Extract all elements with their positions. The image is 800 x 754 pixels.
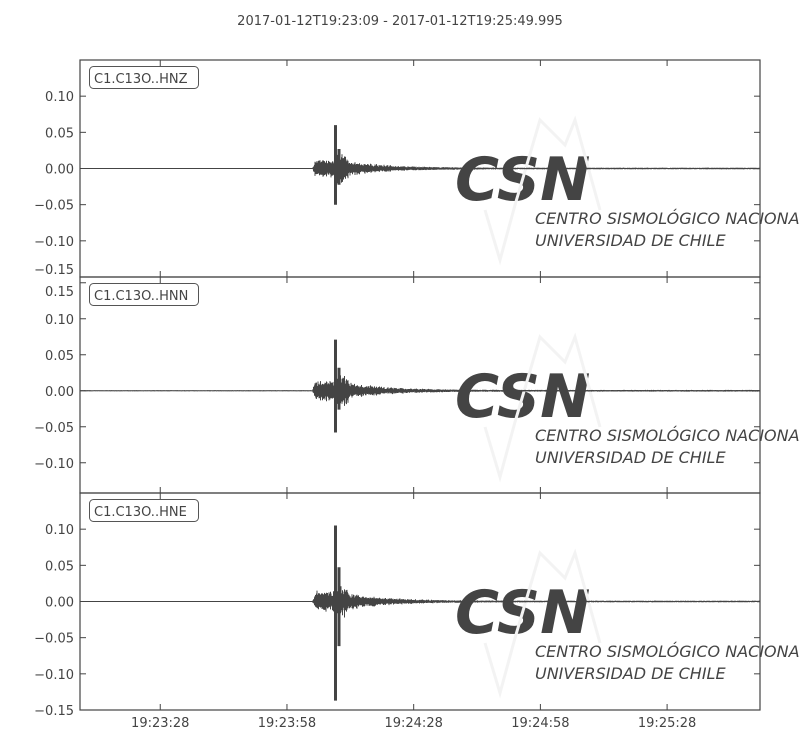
watermark-wave-icon <box>483 548 602 699</box>
y-tick-label: −0.10 <box>34 457 74 472</box>
y-tick-label: 0.10 <box>45 523 74 538</box>
waveform-trace <box>80 339 760 433</box>
x-tick-label: 19:24:28 <box>384 716 442 731</box>
watermark-line2: UNIVERSIDAD DE CHILE <box>535 448 726 467</box>
trace-label: C1.C13O..HNZ <box>94 72 188 87</box>
x-tick-label: 19:23:58 <box>258 716 316 731</box>
y-tick-label: 0.05 <box>45 126 74 141</box>
y-tick-label: −0.10 <box>34 668 74 683</box>
y-tick-label: 0.00 <box>45 596 74 611</box>
trace-label-box <box>89 283 199 306</box>
watermark-line1: CENTRO SISMOLÓGICO NACIONAL <box>535 426 800 445</box>
trace-label-box <box>89 499 199 522</box>
y-tick-label: −0.15 <box>34 704 74 719</box>
waveform-trace <box>80 125 760 205</box>
chart-title: 2017-01-12T19:23:09 - 2017-01-12T19:25:4… <box>237 14 563 29</box>
y-tick-label: 0.10 <box>45 90 74 105</box>
trace-label-box <box>89 66 199 89</box>
x-tick-label: 19:25:28 <box>638 716 696 731</box>
watermark-line1: CENTRO SISMOLÓGICO NACIONAL <box>535 209 800 228</box>
y-tick-label: 0.05 <box>45 349 74 364</box>
y-tick-label: 0.15 <box>45 285 74 300</box>
y-tick-label: −0.10 <box>34 235 74 250</box>
y-tick-label: −0.05 <box>34 421 74 436</box>
watermark-line2: UNIVERSIDAD DE CHILE <box>535 231 726 250</box>
y-tick-label: −0.15 <box>34 263 74 278</box>
watermark-wave-icon <box>483 332 602 483</box>
y-tick-label: 0.00 <box>45 385 74 400</box>
x-tick-label: 19:23:28 <box>131 716 189 731</box>
y-tick-label: 0.00 <box>45 163 74 178</box>
watermark-line2: UNIVERSIDAD DE CHILE <box>535 664 726 683</box>
watermark-line1: CENTRO SISMOLÓGICO NACIONAL <box>535 642 800 661</box>
y-tick-label: −0.05 <box>34 632 74 647</box>
x-tick-label: 19:24:58 <box>511 716 569 731</box>
y-tick-label: −0.05 <box>34 199 74 214</box>
y-tick-label: 0.10 <box>45 313 74 328</box>
y-tick-label: 0.05 <box>45 559 74 574</box>
trace-label: C1.C13O..HNE <box>94 505 187 520</box>
watermark-wave-icon <box>483 115 602 266</box>
trace-label: C1.C13O..HNN <box>94 289 188 304</box>
